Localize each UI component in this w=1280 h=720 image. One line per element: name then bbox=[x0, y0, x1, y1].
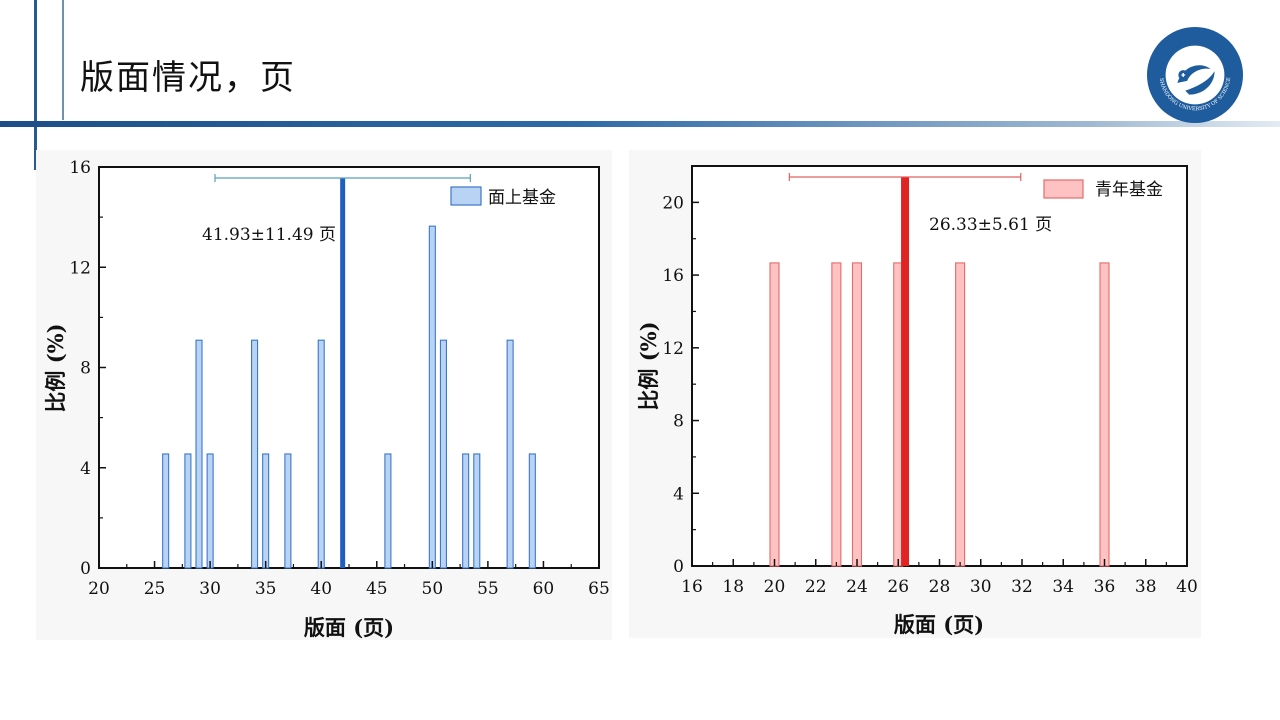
x-axis-title-left: 版面 (页) bbox=[304, 615, 394, 640]
legend-swatch-right bbox=[1043, 179, 1084, 199]
bar bbox=[851, 262, 863, 567]
x-tick-label: 45 bbox=[366, 579, 388, 599]
x-tick-label: 18 bbox=[722, 577, 744, 597]
y-axis-title-right: 比例 (%) bbox=[636, 321, 661, 410]
y-tick-label: 16 bbox=[662, 266, 684, 286]
bar bbox=[528, 453, 536, 569]
bar bbox=[317, 339, 325, 569]
bar bbox=[195, 339, 203, 569]
bar bbox=[162, 453, 170, 569]
x-tick-label: 30 bbox=[199, 579, 221, 599]
plot-area-right: 16 18 20 22 24 26 28 30 32 34 36 38 40 0 4 8 12 16 20 bbox=[662, 165, 1198, 597]
bar bbox=[462, 453, 470, 569]
x-tick-label: 60 bbox=[533, 579, 555, 599]
bar bbox=[1099, 262, 1110, 567]
y-tick-label: 8 bbox=[80, 359, 91, 379]
bar bbox=[206, 453, 214, 569]
y-tick-label: 8 bbox=[673, 412, 684, 432]
bar bbox=[439, 339, 447, 569]
x-tick-label: 25 bbox=[144, 579, 166, 599]
bar bbox=[506, 339, 514, 569]
bar bbox=[384, 453, 392, 569]
x-tick-label: 24 bbox=[846, 577, 868, 597]
x-tick-label: 32 bbox=[1011, 577, 1033, 597]
x-tick-label: 16 bbox=[681, 577, 703, 597]
legend-label-left: 面上基金 bbox=[488, 188, 556, 208]
bar bbox=[262, 453, 270, 569]
plot-area-left: 20 25 30 35 40 45 50 55 60 65 0 4 8 12 16 bbox=[69, 158, 609, 599]
bar bbox=[284, 453, 292, 569]
slide-title: 版面情况，页 bbox=[80, 58, 296, 98]
bar bbox=[955, 262, 966, 567]
decor-bar-1 bbox=[34, 0, 37, 170]
x-tick-label: 22 bbox=[805, 577, 827, 597]
y-tick-label: 0 bbox=[673, 557, 684, 577]
x-tick-label: 55 bbox=[477, 579, 499, 599]
bar bbox=[831, 262, 842, 567]
y-tick-label: 20 bbox=[662, 193, 684, 213]
x-tick-label: 36 bbox=[1094, 577, 1116, 597]
university-logo: SHANDONG UNIVERSITY OF SCIENCE AND TECHN… bbox=[1146, 26, 1244, 124]
legend-swatch-left bbox=[450, 186, 482, 206]
x-tick-label: 30 bbox=[970, 577, 992, 597]
x-tick-label: 40 bbox=[310, 579, 332, 599]
decor-bar-2 bbox=[62, 0, 64, 120]
legend-label-right: 青年基金 bbox=[1095, 180, 1163, 200]
y-axis-title-left: 比例 (%) bbox=[43, 323, 68, 412]
chart-left: 20 25 30 35 40 45 50 55 60 65 0 4 8 12 16 面上基金 41.93±… bbox=[36, 150, 612, 640]
header-divider bbox=[0, 121, 1280, 127]
x-tick-label: 20 bbox=[764, 577, 786, 597]
x-tick-label: 28 bbox=[929, 577, 951, 597]
x-axis-title-right: 版面 (页) bbox=[894, 612, 984, 637]
x-tick-label: 26 bbox=[887, 577, 909, 597]
mean-annotation-left: 41.93±11.49 页 bbox=[202, 225, 336, 245]
x-tick-label: 35 bbox=[255, 579, 277, 599]
chart-right: 16 18 20 22 24 26 28 30 32 34 36 38 40 0 4 8 12 16 20 青年基… bbox=[629, 150, 1201, 638]
bar bbox=[251, 339, 259, 569]
legend-right: 青年基金 bbox=[1043, 179, 1163, 200]
y-tick-label: 4 bbox=[80, 459, 91, 479]
bar bbox=[769, 262, 780, 567]
y-tick-label: 12 bbox=[662, 339, 684, 359]
y-tick-label: 16 bbox=[69, 158, 91, 178]
bar bbox=[428, 225, 436, 569]
x-tick-label: 20 bbox=[88, 579, 110, 599]
y-tick-label: 12 bbox=[69, 258, 91, 278]
x-tick-label: 50 bbox=[422, 579, 444, 599]
x-tick-label: 34 bbox=[1052, 577, 1074, 597]
y-tick-label: 0 bbox=[80, 559, 91, 579]
bar bbox=[184, 453, 192, 569]
legend-left: 面上基金 bbox=[450, 186, 556, 208]
x-tick-label: 65 bbox=[588, 579, 610, 599]
x-tick-label: 40 bbox=[1176, 577, 1198, 597]
mean-annotation-right: 26.33±5.61 页 bbox=[929, 215, 1052, 235]
x-tick-label: 38 bbox=[1135, 577, 1157, 597]
y-tick-label: 4 bbox=[673, 484, 684, 504]
bar bbox=[473, 453, 481, 569]
